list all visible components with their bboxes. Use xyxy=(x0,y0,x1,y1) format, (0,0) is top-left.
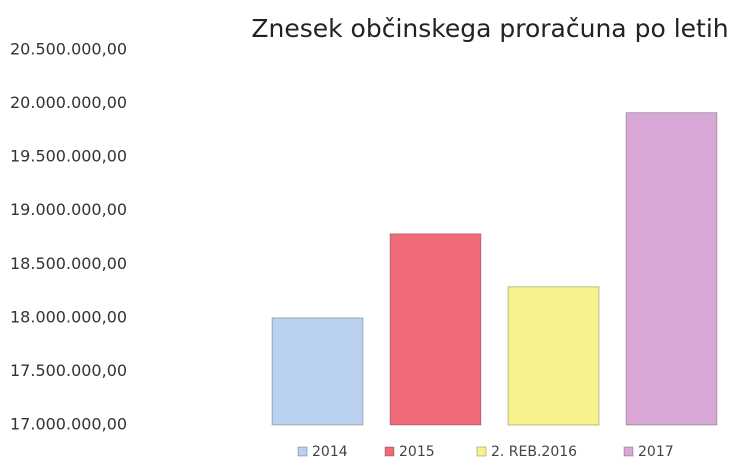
legend-label: 2017 xyxy=(638,444,674,460)
legend-swatch xyxy=(476,446,487,457)
bar xyxy=(271,317,364,426)
y-tick-label: 20.000.000,00 xyxy=(10,93,127,112)
legend-swatch xyxy=(384,446,395,457)
bar xyxy=(625,112,718,426)
chart-title: Znesek občinskega proračuna po letih xyxy=(251,14,728,43)
legend-swatch xyxy=(297,446,308,457)
y-tick-label: 19.000.000,00 xyxy=(10,200,127,219)
y-tick-label: 17.500.000,00 xyxy=(10,361,127,380)
legend-swatch xyxy=(623,446,634,457)
y-tick-label: 20.500.000,00 xyxy=(10,40,127,59)
y-tick-label: 18.500.000,00 xyxy=(10,254,127,273)
bar xyxy=(389,233,482,426)
y-tick-label: 19.500.000,00 xyxy=(10,147,127,166)
y-tick-label: 18.000.000,00 xyxy=(10,307,127,326)
bar xyxy=(507,286,600,426)
legend-label: 2015 xyxy=(399,444,435,460)
legend-label: 2014 xyxy=(312,444,348,460)
legend-label: 2. REB.2016 xyxy=(491,444,577,460)
y-tick-label: 17.000.000,00 xyxy=(10,415,127,434)
